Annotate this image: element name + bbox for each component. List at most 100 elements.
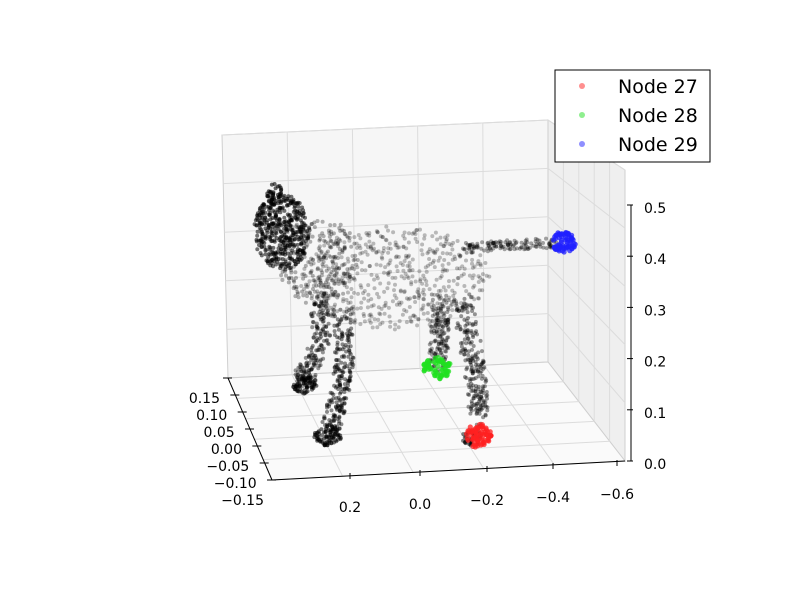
cloud-point xyxy=(368,244,373,249)
cloud-point xyxy=(344,316,349,321)
cloud-point xyxy=(402,308,407,312)
cloud-point xyxy=(280,263,284,268)
cloud-point xyxy=(441,311,446,316)
cloud-point xyxy=(482,248,487,253)
cloud-point xyxy=(531,243,536,248)
cloud-point xyxy=(469,305,474,310)
cloud-point xyxy=(314,324,319,329)
cloud-point xyxy=(443,354,448,359)
cloud-point xyxy=(473,352,478,357)
cloud-point xyxy=(541,245,546,250)
cloud-point xyxy=(404,255,409,260)
cloud-point xyxy=(445,325,450,330)
cloud-point xyxy=(471,305,475,310)
cloud-point xyxy=(337,266,342,271)
cloud-point xyxy=(445,335,450,340)
cloud-point xyxy=(271,264,275,269)
cloud-point xyxy=(486,243,491,248)
cloud-point xyxy=(466,404,471,409)
cloud-point xyxy=(471,344,476,348)
cloud-point xyxy=(413,300,418,304)
cloud-point xyxy=(336,358,341,363)
cloud-point xyxy=(306,260,311,265)
cloud-point xyxy=(491,241,496,246)
cloud-point xyxy=(430,307,435,312)
cloud-point xyxy=(319,301,323,306)
cloud-point xyxy=(383,300,388,305)
cloud-point xyxy=(479,362,484,367)
cloud-point xyxy=(393,240,398,245)
cloud-point xyxy=(347,348,352,353)
cloud-point xyxy=(299,377,304,382)
cloud-point xyxy=(289,251,294,255)
cloud-point xyxy=(331,241,336,246)
cloud-point xyxy=(432,351,436,356)
node-point xyxy=(464,431,470,437)
cloud-point xyxy=(321,299,326,303)
cloud-point xyxy=(467,273,472,278)
cloud-point xyxy=(325,296,330,301)
cloud-point xyxy=(402,290,407,295)
cloud-point xyxy=(282,193,287,198)
cloud-point xyxy=(430,324,434,329)
cloud-point xyxy=(325,424,330,429)
cloud-point xyxy=(392,327,397,332)
cloud-point xyxy=(332,365,337,369)
cloud-point xyxy=(328,305,333,310)
cloud-point xyxy=(473,393,478,398)
cloud-point xyxy=(458,253,463,258)
cloud-point xyxy=(406,297,411,302)
cloud-point xyxy=(283,259,288,264)
cloud-point xyxy=(473,407,478,412)
cloud-point xyxy=(525,245,530,250)
cloud-point xyxy=(342,365,347,369)
cloud-point xyxy=(258,205,263,210)
cloud-point xyxy=(340,347,345,352)
cloud-point xyxy=(455,282,460,287)
cloud-point xyxy=(310,356,315,361)
cloud-point xyxy=(416,296,421,300)
cloud-point xyxy=(547,242,552,246)
cloud-point xyxy=(438,310,442,315)
cloud-point xyxy=(484,378,489,383)
cloud-point xyxy=(430,297,435,302)
cloud-point xyxy=(400,312,405,317)
cloud-point xyxy=(349,332,354,337)
cloud-point xyxy=(461,308,466,313)
cloud-point xyxy=(334,358,339,363)
cloud-point xyxy=(310,325,315,330)
cloud-point xyxy=(469,385,474,390)
cloud-point xyxy=(349,244,354,249)
cloud-point xyxy=(470,354,475,359)
node-point xyxy=(551,244,558,250)
node-point xyxy=(470,443,476,449)
cloud-point xyxy=(430,352,435,357)
cloud-point xyxy=(383,237,388,242)
cloud-point xyxy=(342,386,347,391)
cloud-point xyxy=(452,254,457,259)
cloud-point xyxy=(333,404,338,409)
cloud-point xyxy=(326,342,331,347)
cloud-point xyxy=(433,230,438,235)
cloud-point xyxy=(398,288,403,293)
cloud-point xyxy=(270,249,275,254)
cloud-point xyxy=(438,275,443,280)
cloud-point xyxy=(266,193,271,198)
cloud-point xyxy=(440,303,445,308)
cloud-point xyxy=(377,311,382,316)
cloud-point xyxy=(314,348,319,353)
cloud-point xyxy=(267,213,272,218)
cloud-point xyxy=(524,237,529,242)
cloud-point xyxy=(346,380,351,385)
cloud-point xyxy=(469,303,474,308)
node-point xyxy=(446,368,452,374)
node-point xyxy=(467,424,473,430)
x-axis-line xyxy=(271,460,626,481)
cloud-point xyxy=(455,276,460,281)
cloud-point xyxy=(468,378,473,383)
cloud-point xyxy=(392,288,396,293)
cloud-point xyxy=(450,308,455,313)
cloud-point xyxy=(469,369,474,373)
cloud-point xyxy=(474,403,478,408)
cloud-point xyxy=(332,323,337,328)
